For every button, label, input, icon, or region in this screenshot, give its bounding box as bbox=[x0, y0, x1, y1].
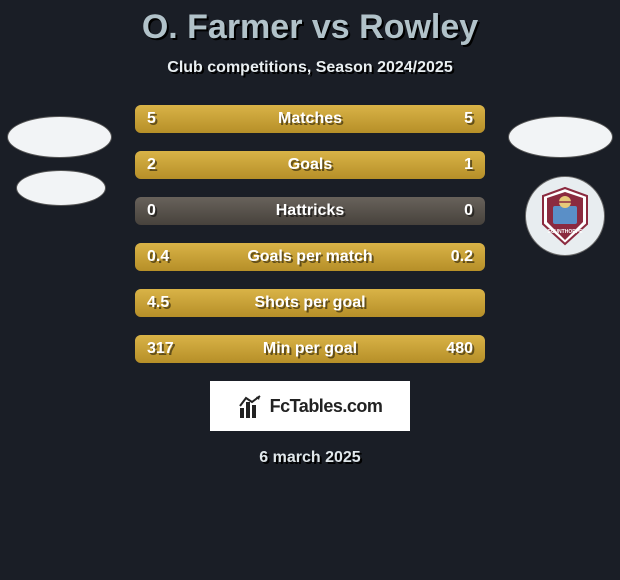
left-player-avatar-1 bbox=[7, 116, 112, 158]
stat-value-right: 1 bbox=[464, 151, 473, 179]
stat-row: Matches5 5 bbox=[135, 105, 485, 133]
stat-value-left: 4.5 bbox=[147, 289, 169, 317]
stat-label: Matches bbox=[135, 105, 485, 133]
generation-date: 6 march 2025 bbox=[0, 449, 620, 467]
stat-value-left: 317 bbox=[147, 335, 174, 363]
stat-row: Min per goal317 480 bbox=[135, 335, 485, 363]
stat-value-left: 5 bbox=[147, 105, 156, 133]
right-player-avatar bbox=[508, 116, 613, 158]
stat-label: Goals per match bbox=[135, 243, 485, 271]
stat-row: Hattricks0 0 bbox=[135, 197, 485, 225]
stat-label: Goals bbox=[135, 151, 485, 179]
stat-value-right: 5 bbox=[464, 105, 473, 133]
branding-badge: FcTables.com bbox=[210, 381, 410, 431]
subtitle: Club competitions, Season 2024/2025 bbox=[0, 59, 620, 77]
stat-label: Min per goal bbox=[135, 335, 485, 363]
svg-text:SCUNTHORPE: SCUNTHORPE bbox=[547, 229, 583, 235]
right-club-crest: SCUNTHORPE bbox=[525, 176, 605, 256]
stat-value-right: 0 bbox=[464, 197, 473, 225]
club-crest-icon: SCUNTHORPE bbox=[533, 184, 597, 248]
stat-label: Shots per goal bbox=[135, 289, 485, 317]
stat-value-left: 2 bbox=[147, 151, 156, 179]
stat-label: Hattricks bbox=[135, 197, 485, 225]
stat-value-right: 480 bbox=[446, 335, 473, 363]
branding-text: FcTables.com bbox=[270, 396, 383, 417]
left-player-avatar-2 bbox=[16, 170, 106, 206]
page-title: O. Farmer vs Rowley bbox=[0, 0, 620, 47]
stat-row: Shots per goal4.5 bbox=[135, 289, 485, 317]
stat-value-left: 0.4 bbox=[147, 243, 169, 271]
stat-row: Goals per match0.4 0.2 bbox=[135, 243, 485, 271]
fctables-logo-icon bbox=[238, 394, 266, 418]
stat-value-left: 0 bbox=[147, 197, 156, 225]
stat-row: Goals2 1 bbox=[135, 151, 485, 179]
stat-value-right: 0.2 bbox=[451, 243, 473, 271]
